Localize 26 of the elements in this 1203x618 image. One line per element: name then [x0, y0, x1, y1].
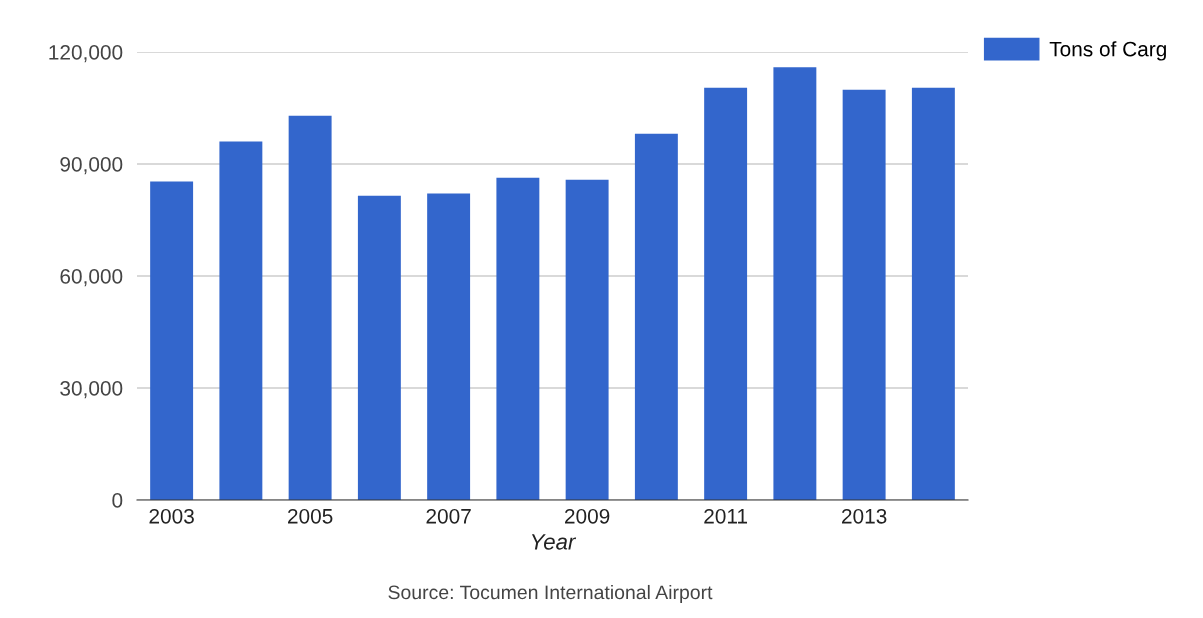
bar [704, 87, 748, 500]
x-axis-title: Year [531, 534, 577, 550]
bar [565, 179, 609, 500]
bar [496, 177, 540, 500]
bar [911, 87, 955, 500]
bar [427, 193, 471, 500]
bar [634, 133, 678, 500]
x-tick-label: 2003 [149, 508, 194, 524]
x-tick-label: 2013 [842, 508, 887, 524]
y-tick-label: 120,000 [49, 45, 123, 63]
y-tick-label: 60,000 [60, 269, 123, 287]
x-tick-label: 2007 [426, 508, 471, 524]
legend-label: Tons of Carg [1049, 41, 1166, 61]
bar [842, 89, 886, 500]
source-note: Source: Tocumen International Airport [388, 584, 713, 604]
bar [219, 141, 263, 500]
y-tick-label: 0 [112, 493, 123, 508]
bar [357, 195, 401, 500]
x-tick-label: 2009 [565, 508, 610, 524]
x-tick-label: 2011 [704, 508, 748, 524]
x-tick-label: 2005 [288, 508, 333, 524]
y-tick-label: 30,000 [60, 381, 123, 399]
bar [288, 115, 332, 500]
bar [773, 67, 817, 500]
y-tick-label: 90,000 [60, 157, 123, 175]
bar [150, 181, 194, 500]
